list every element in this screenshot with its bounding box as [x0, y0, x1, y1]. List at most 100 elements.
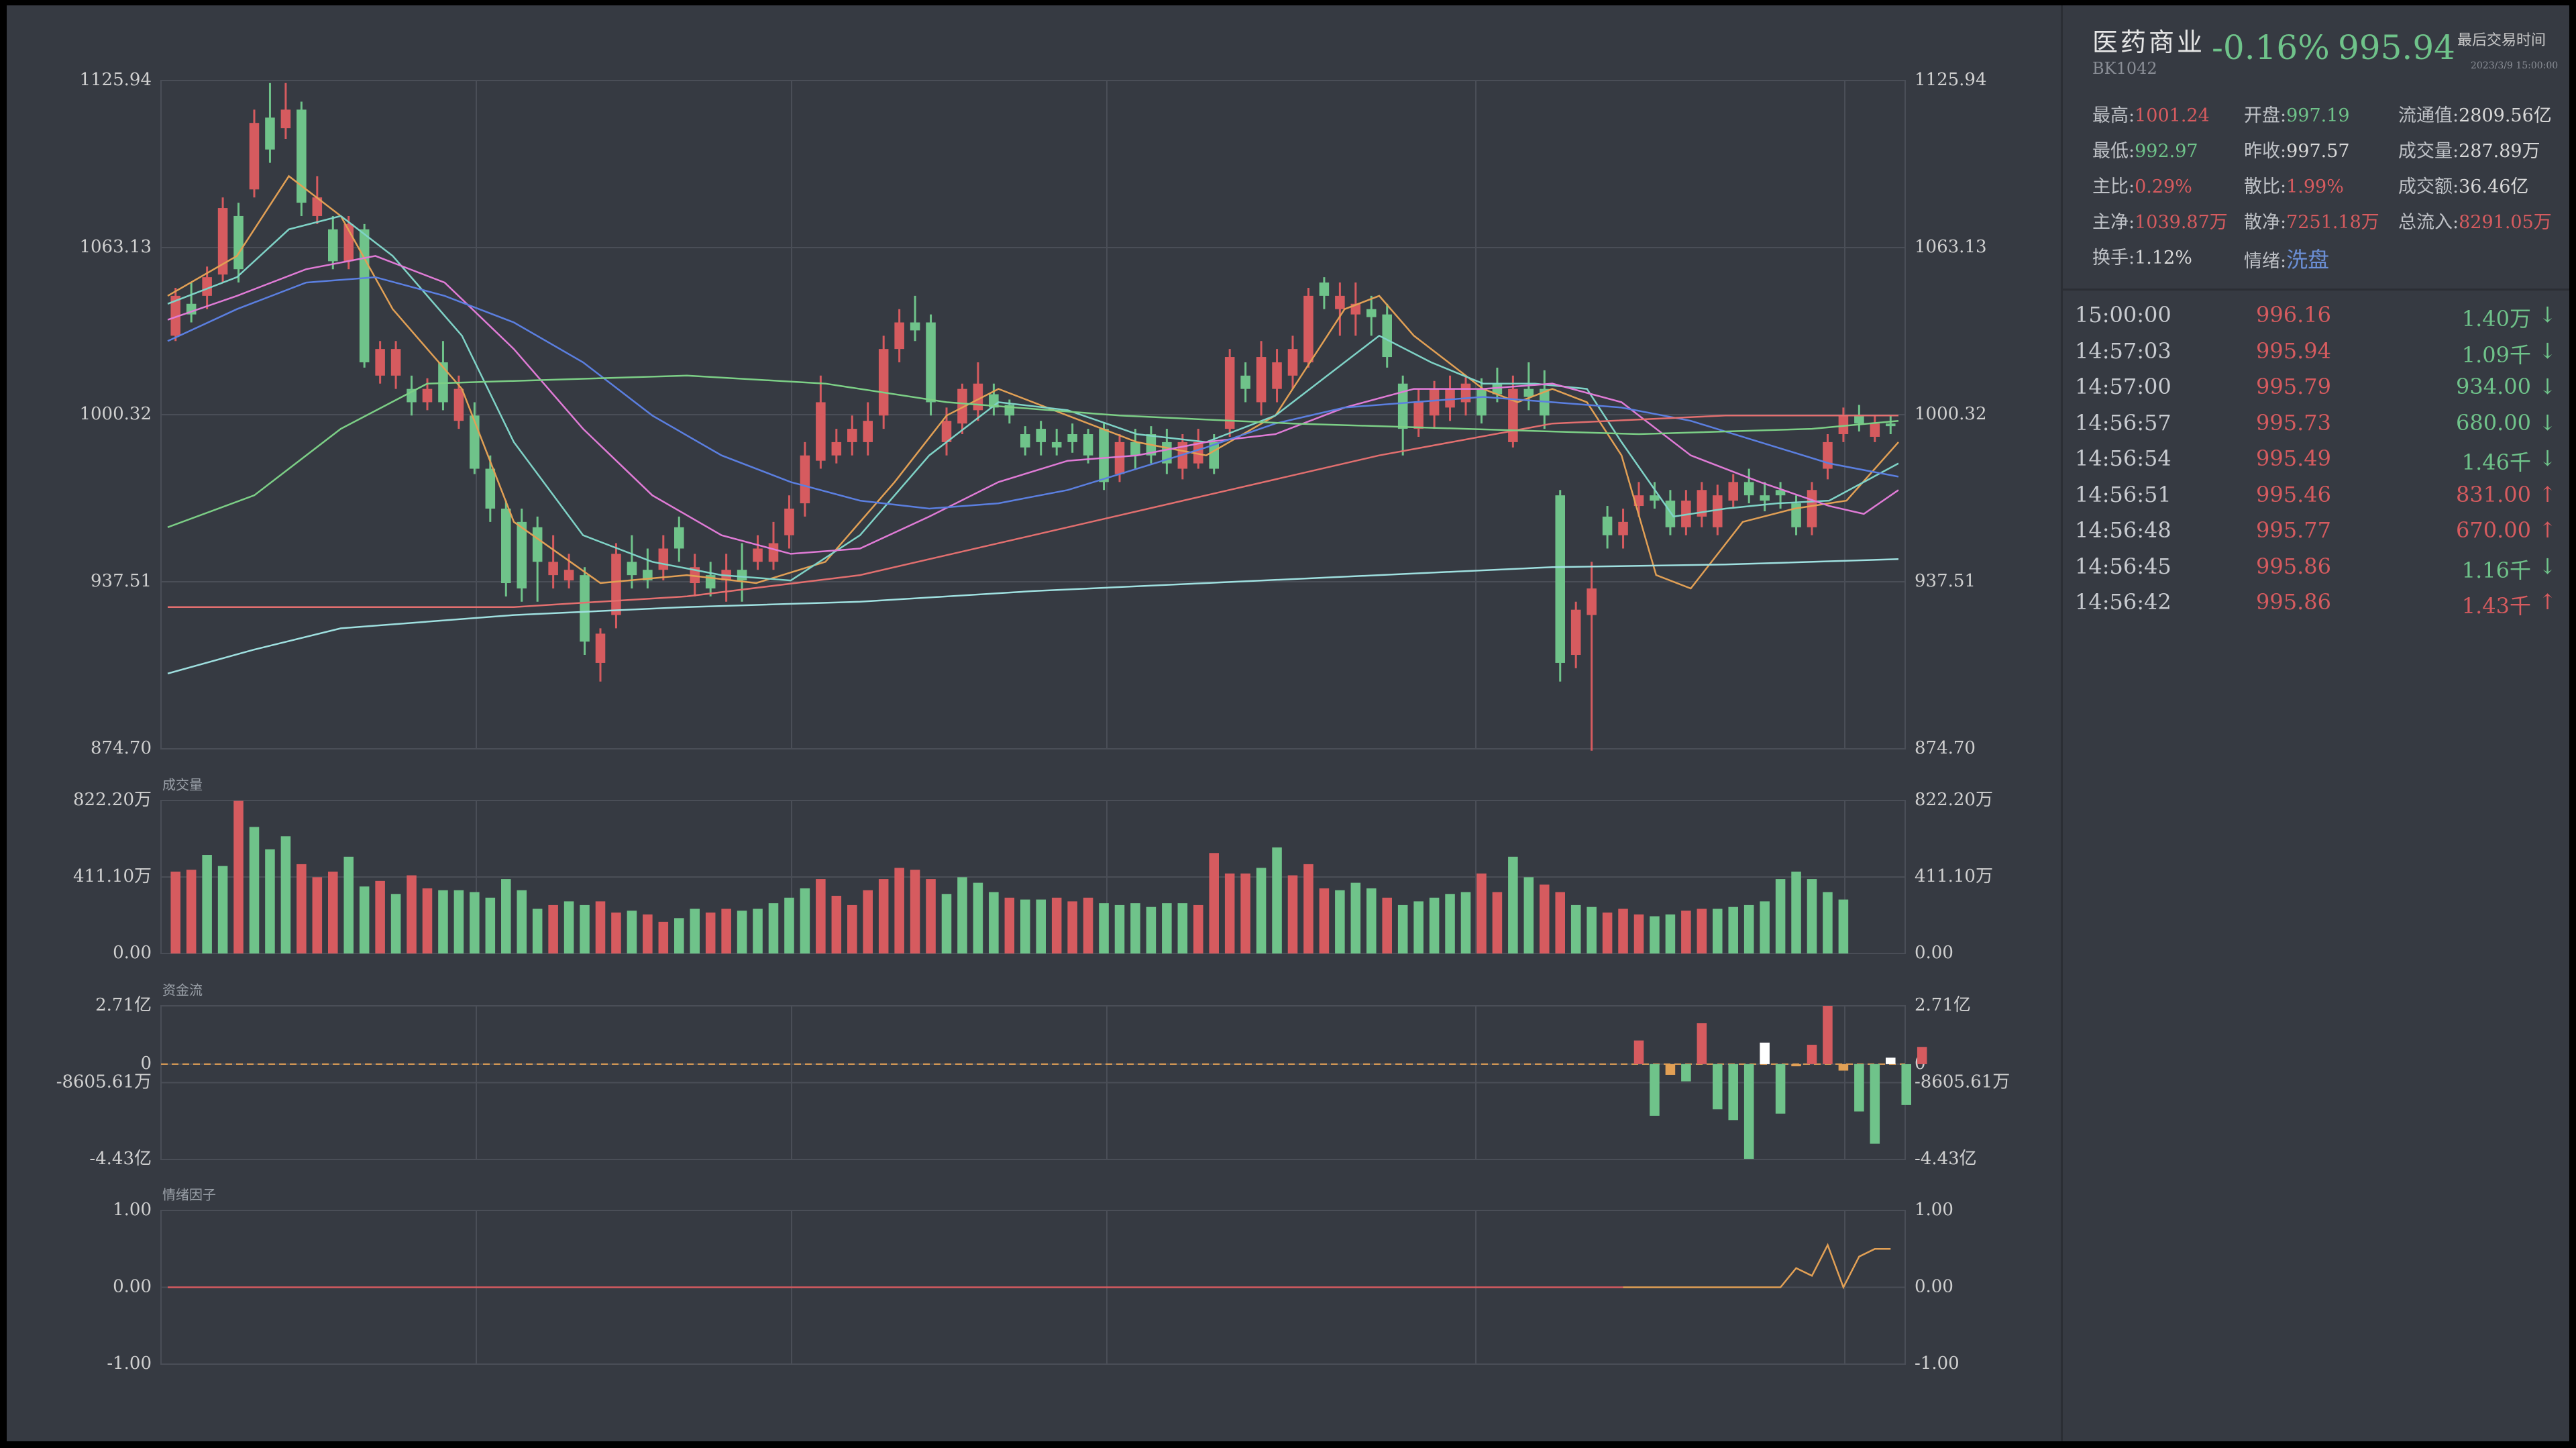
trade-price: 995.49: [2256, 446, 2331, 471]
volume-bar: [375, 880, 385, 953]
stat-label: 情绪:: [2244, 251, 2287, 272]
trade-row[interactable]: 14:56:51 995.46 831.00 ↑: [2063, 482, 2569, 518]
moving-average-line: [168, 415, 1898, 608]
volume-bar: [721, 909, 731, 953]
stat-value: 0.29%: [2135, 176, 2192, 197]
candle-body: [1492, 383, 1503, 395]
volume-bar: [627, 911, 637, 953]
trade-price: 995.73: [2256, 409, 2331, 435]
moving-average-line: [167, 174, 1899, 590]
candle-body: [265, 117, 275, 150]
trade-time: 14:56:45: [2075, 553, 2171, 579]
y-tick-label-right: 874.70: [1915, 738, 1976, 758]
candle-body: [941, 421, 952, 442]
stat-label: 换手:: [2092, 248, 2135, 268]
volume-bar: [737, 911, 747, 953]
volume-bar: [1083, 897, 1093, 953]
candle-body: [1397, 383, 1408, 429]
volume-bar: [926, 879, 936, 953]
volume-bar: [1570, 904, 1581, 953]
volume-bar: [894, 868, 904, 953]
candle-body: [1555, 495, 1565, 663]
volume-bar: [485, 897, 496, 953]
volume-bar: [1099, 903, 1109, 953]
trade-row[interactable]: 14:57:00 995.79 934.00 ↓: [2063, 374, 2569, 410]
candle-body: [784, 509, 794, 535]
candle-body: [1224, 357, 1235, 429]
volume-bar: [1618, 909, 1628, 953]
trade-row[interactable]: 14:56:54 995.49 1.46千 ↓: [2063, 446, 2569, 482]
volume-bar: [910, 870, 920, 953]
app-frame: 1125.94 1125.94 1063.13 1063.13 1000.32 1000.…: [7, 5, 2569, 1441]
stat-label: 主比:: [2092, 176, 2135, 197]
trade-qty: 680.00: [2456, 409, 2531, 435]
volume-bar: [1319, 888, 1330, 953]
stat-item: 换手:1.12%: [2092, 243, 2192, 269]
volume-bar: [1587, 907, 1597, 953]
flow-bar: [1728, 1064, 1738, 1121]
y-tick-label-left: 2.71亿: [95, 995, 152, 1015]
trade-qty: 1.16千: [2461, 557, 2531, 583]
flow-bar: [1854, 1064, 1864, 1112]
stat-value: 1.12%: [2135, 248, 2192, 268]
volume-bar: [1130, 903, 1140, 953]
volume-bar: [501, 879, 511, 953]
volume-bar: [580, 904, 590, 953]
trade-row[interactable]: 15:00:00 996.16 1.40万 ↓: [2063, 302, 2569, 338]
chart-area[interactable]: 1125.94 1125.94 1063.13 1063.13 1000.32 1000.…: [7, 5, 2053, 1441]
trade-row[interactable]: 14:57:03 995.94 1.09千 ↓: [2063, 338, 2569, 374]
trade-row[interactable]: 14:56:48 995.77 670.00 ↑: [2063, 517, 2569, 554]
candle-body: [753, 548, 763, 562]
candle-body: [312, 197, 323, 216]
trade-qty: 670.00: [2456, 517, 2531, 543]
divider: [2063, 289, 2569, 291]
candle-body: [1114, 442, 1125, 474]
y-tick-label-left: 874.70: [91, 738, 152, 758]
volume-bar: [1807, 879, 1817, 953]
trade-time: 14:56:48: [2075, 517, 2171, 543]
stat-item: 主比:0.29%: [2092, 172, 2192, 198]
volume-bar: [1429, 897, 1440, 953]
volume-bar: [1146, 907, 1157, 953]
volume-bar: [957, 877, 967, 953]
flow-bar: [1743, 1064, 1754, 1159]
candle-body: [926, 322, 936, 403]
candle-body: [390, 349, 401, 376]
stat-item: 主净:1039.87万: [2092, 207, 2228, 234]
volume-bar: [784, 897, 794, 953]
trade-qty: 934.00: [2456, 374, 2531, 399]
trade-row[interactable]: 14:56:42 995.86 1.43千 ↑: [2063, 589, 2569, 625]
stat-value: 287.89万: [2459, 141, 2540, 162]
stat-value: 8291.05万: [2459, 212, 2552, 233]
moving-average-line: [167, 558, 1899, 675]
flow-bar: [1917, 1047, 1927, 1064]
volume-bar: [328, 871, 338, 953]
volume-bar: [1555, 892, 1565, 953]
volume-bar: [297, 864, 307, 953]
flow-bar: [1886, 1057, 1896, 1064]
volume-bar: [1287, 875, 1298, 953]
trade-price: 995.94: [2256, 338, 2331, 364]
volume-bar: [1728, 907, 1738, 953]
candle-body: [1256, 357, 1267, 403]
volume-bar: [800, 888, 810, 953]
volume-bar: [1162, 903, 1172, 953]
volume-bar: [989, 892, 999, 953]
trade-dir: ↑: [2538, 481, 2557, 507]
volume-bar: [643, 914, 653, 953]
trade-dir: ↓: [2538, 446, 2557, 471]
flow-bar: [1775, 1064, 1786, 1114]
y-tick-label-left: 937.51: [91, 571, 152, 591]
trade-row[interactable]: 14:56:57 995.73 680.00 ↓: [2063, 410, 2569, 446]
candle-body: [973, 383, 983, 411]
candle-body: [1429, 389, 1440, 416]
trade-row[interactable]: 14:56:45 995.86 1.16千 ↓: [2063, 554, 2569, 590]
volume-bar: [1036, 899, 1046, 953]
candle-body: [1460, 383, 1471, 403]
volume-bar: [831, 896, 842, 953]
trade-qty: 1.46千: [2461, 450, 2531, 475]
volume-bar: [1114, 904, 1125, 953]
volume-bar: [1523, 877, 1534, 953]
volume-bar: [1272, 847, 1282, 953]
volume-bar: [595, 901, 606, 953]
